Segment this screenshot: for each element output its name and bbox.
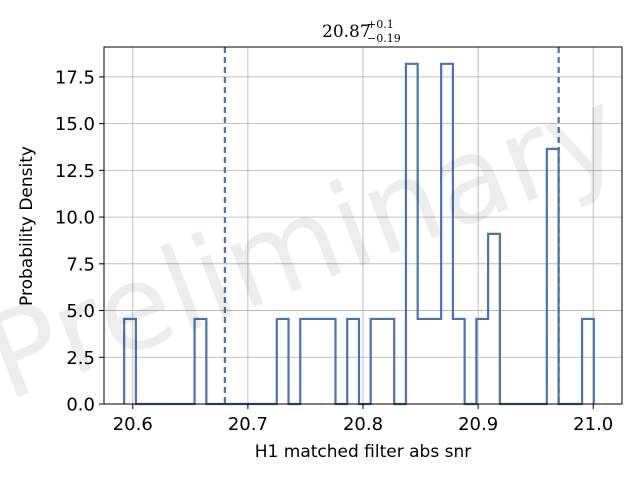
- grid-lines: [104, 47, 622, 405]
- y-tick-label: 5.0: [66, 301, 95, 322]
- title-upper-error: +0.1: [367, 18, 394, 31]
- axis-ticks: 20.6 20.7 20.8 20.9 21.0 0.0 2.5 5.0 7.5 10.0 12.5…: [55, 67, 613, 435]
- x-tick-label: 20.6: [113, 414, 153, 435]
- x-tick-label: 20.7: [228, 414, 268, 435]
- x-tick-label: 21.0: [573, 414, 613, 435]
- y-axis-label: Probability Density: [17, 146, 37, 306]
- y-tick-label: 2.5: [66, 348, 95, 369]
- title-value: 20.87: [322, 22, 371, 42]
- y-tick-label: 10.0: [55, 208, 95, 229]
- y-tick-label: 7.5: [66, 254, 95, 275]
- title-lower-error: −0.19: [367, 32, 401, 45]
- y-tick-label: 15.0: [55, 114, 95, 135]
- y-tick-label: 12.5: [55, 161, 95, 182]
- y-tick-label: 0.0: [66, 395, 95, 416]
- x-tick-label: 20.8: [343, 414, 383, 435]
- y-tick-label: 17.5: [55, 67, 95, 88]
- chart-title: 20.87 +0.1 −0.19: [322, 18, 401, 45]
- x-axis-label: H1 matched filter abs snr: [255, 442, 471, 462]
- x-tick-label: 20.9: [458, 414, 498, 435]
